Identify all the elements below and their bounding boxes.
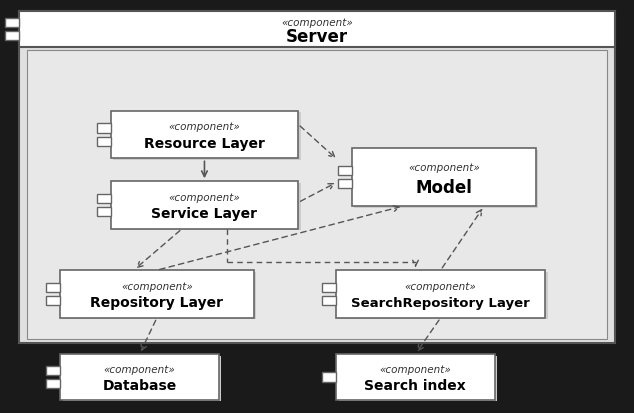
Text: «component»: «component» <box>408 163 480 173</box>
Text: «component»: «component» <box>169 122 240 132</box>
Bar <box>63 272 256 320</box>
Text: Model: Model <box>415 178 472 197</box>
Bar <box>5 31 19 40</box>
Text: «component»: «component» <box>103 364 176 374</box>
Text: «component»: «component» <box>121 281 193 291</box>
Bar <box>354 150 538 208</box>
Text: Service Layer: Service Layer <box>152 206 257 221</box>
Bar <box>338 166 352 176</box>
Text: «component»: «component» <box>404 281 477 291</box>
Bar <box>338 180 352 189</box>
Bar <box>19 12 615 343</box>
Bar <box>5 19 19 28</box>
Bar <box>97 194 111 203</box>
Bar <box>339 356 497 401</box>
Text: Search index: Search index <box>365 378 466 392</box>
Bar <box>63 356 221 401</box>
Text: «component»: «component» <box>169 192 240 202</box>
Bar <box>322 297 336 306</box>
Bar <box>336 354 495 400</box>
Text: «component»: «component» <box>281 17 353 28</box>
Bar <box>111 112 298 159</box>
Bar <box>322 373 336 382</box>
Text: SearchRepository Layer: SearchRepository Layer <box>351 296 530 309</box>
Bar <box>113 183 301 231</box>
Bar <box>111 182 298 229</box>
Bar <box>352 149 536 206</box>
Bar <box>46 283 60 292</box>
Bar <box>113 113 301 161</box>
Bar <box>46 366 60 375</box>
Bar <box>46 379 60 388</box>
Text: Resource Layer: Resource Layer <box>144 136 265 150</box>
Bar <box>19 12 615 47</box>
Text: Database: Database <box>102 378 177 392</box>
Text: Server: Server <box>286 28 348 46</box>
Bar <box>339 272 548 320</box>
Bar <box>97 207 111 216</box>
Bar <box>97 137 111 147</box>
Text: «component»: «component» <box>379 364 451 374</box>
Text: Repository Layer: Repository Layer <box>91 295 223 309</box>
Bar <box>97 124 111 133</box>
Bar <box>27 51 607 339</box>
Bar <box>60 354 219 400</box>
Bar <box>336 271 545 318</box>
Bar <box>60 271 254 318</box>
Bar <box>322 283 336 292</box>
Bar <box>46 297 60 306</box>
